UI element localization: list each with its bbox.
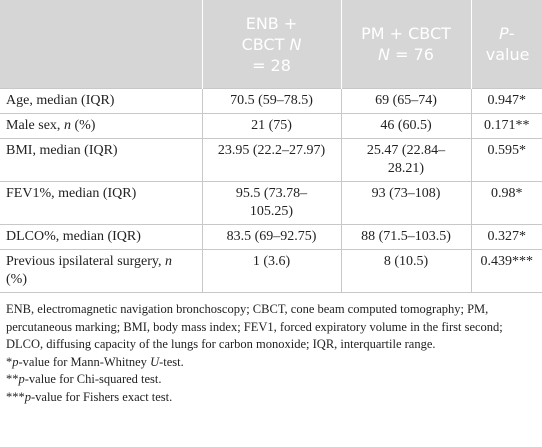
italic-run: n [63, 118, 71, 133]
header-text: PM + CBCT N = 76 [358, 23, 454, 65]
column-header: PM + CBCT N = 76 [340, 0, 471, 89]
cell: 69 (65–74) [340, 88, 472, 114]
footnote: ENB, electromagnetic navigation bronchos… [6, 302, 503, 351]
text-run: ENB + CBCT [241, 13, 298, 54]
cell: 93 (73–108) [340, 181, 472, 225]
row-label: Previous ipsilateral surgery, n (%) [0, 249, 203, 293]
cell-text: BMI, median (IQR) [6, 143, 118, 158]
footnote: *p-value for Mann-Whitney U-test. [6, 354, 536, 372]
cell-text: Previous ipsilateral surgery, n (%) [6, 253, 196, 289]
italic-run: p [18, 372, 25, 386]
text-run: Male sex, [6, 118, 64, 133]
cell-text: 1 (3.6) [252, 254, 291, 269]
text-run: ** [6, 372, 19, 386]
cell: 95.5 (73.78–105.25) [201, 181, 342, 225]
italic-run: p [12, 354, 19, 369]
table-row: DLCO%, median (IQR) 83.5 (69–92.75) 88 (71… [0, 224, 542, 250]
table-row: FEV1%, median (IQR) 95.5 (73.78–105.25) 93… [0, 181, 542, 225]
cell: 0.947* [470, 88, 542, 114]
cell-text: 21 (75) [251, 118, 292, 133]
cell-text: FEV1%, median (IQR) [6, 186, 137, 201]
cell: 23.95 (22.2–27.97) [201, 138, 342, 182]
italic-run: P [499, 24, 509, 43]
cell-text: 0.439*** [480, 254, 534, 269]
cell-text: 23.95 (22.2–27.97) [217, 143, 326, 158]
row-label: Age, median (IQR) [0, 88, 203, 114]
cell-text: 95.5 (73.78–105.25) [235, 186, 308, 219]
footnotes: ENB, electromagnetic navigation bronchos… [0, 293, 542, 406]
text-run: -value for Chi-squared test. [24, 372, 162, 386]
cell-text: 0.171** [484, 118, 530, 133]
cell-text: 46 (60.5) [380, 118, 432, 133]
cell-text: Male sex, n (%) [6, 117, 196, 135]
cell-text: 0.947* [487, 93, 527, 108]
cell-text: 25.47 (22.84–28.21) [366, 143, 446, 176]
cell: 46 (60.5) [340, 113, 472, 139]
text-run: -value for Fishers exact test. [31, 389, 173, 404]
row-label: DLCO%, median (IQR) [0, 224, 203, 250]
cell: 0.327* [470, 224, 542, 250]
cell-text: DLCO%, median (IQR) [6, 229, 141, 244]
header-text: ENB + CBCT N = 28 [241, 13, 303, 76]
row-label: Male sex, n (%) [0, 113, 203, 139]
column-header: ENB + CBCT N = 28 [201, 0, 341, 89]
table-row: Previous ipsilateral surgery, n (%) 1 (3.… [0, 249, 542, 293]
text-run: -value [485, 24, 530, 64]
cell-text: Age, median (IQR) [6, 93, 115, 108]
row-label: FEV1%, median (IQR) [0, 181, 203, 225]
cell-text: 83.5 (69–92.75) [226, 229, 317, 244]
text-run: Previous ipsilateral surgery, [6, 254, 166, 269]
footnote: **p-value for Chi-squared test. [6, 371, 536, 389]
text-run: PM + CBCT [361, 24, 451, 43]
cell-text: 70.5 (59–78.5) [230, 93, 313, 108]
italic-run: n [165, 254, 173, 269]
italic-run: N [289, 34, 302, 54]
table-row: Male sex, n (%) 21 (75) 46 (60.5) 0.171** [0, 113, 542, 139]
text-run: * [6, 354, 13, 369]
cell-text: 0.327* [487, 229, 527, 244]
text-run: = 76 [390, 45, 434, 64]
italic-run: N [378, 45, 391, 64]
footnote: ***p-value for Fishers exact test. [6, 389, 536, 407]
cell-text: 0.98* [491, 186, 523, 201]
text-run: *** [6, 389, 25, 404]
cell-text: 8 (10.5) [383, 254, 429, 269]
cell: 25.47 (22.84–28.21) [340, 138, 472, 182]
cell: 83.5 (69–92.75) [201, 224, 342, 250]
cell: 0.98* [470, 181, 542, 225]
header-text: P-value [485, 23, 530, 65]
cell: 0.171** [470, 113, 542, 139]
cell: 70.5 (59–78.5) [201, 88, 342, 114]
text-run: (%) [70, 118, 96, 133]
cell-text: 88 (71.5–103.5) [361, 229, 451, 244]
header-row: ENB + CBCT N = 28 PM + CBCT N = 76 P-value [0, 0, 542, 89]
text-run: -test. [159, 354, 184, 369]
italic-run: p [24, 389, 31, 404]
cell-text: 0.595* [487, 143, 527, 158]
table-row: BMI, median (IQR) 23.95 (22.2–27.97) 25.47… [0, 138, 542, 182]
cell-text: 69 (65–74) [375, 93, 437, 108]
cell: 88 (71.5–103.5) [340, 224, 472, 250]
table-row: Age, median (IQR) 70.5 (59–78.5) 69 (65–74… [0, 88, 542, 114]
cell: 21 (75) [201, 113, 342, 139]
cell: 8 (10.5) [340, 249, 472, 293]
text-run: = 28 [252, 55, 291, 75]
cell: 1 (3.6) [201, 249, 342, 293]
data-table: ENB + CBCT N = 28 PM + CBCT N = 76 P-value… [0, 0, 542, 293]
cell: 0.439*** [470, 249, 542, 293]
row-label: BMI, median (IQR) [0, 138, 203, 182]
header-cell [0, 0, 202, 89]
text-run: (%) [6, 272, 27, 287]
italic-run: U [150, 354, 160, 369]
cell-text: 93 (73–108) [371, 186, 441, 201]
cell: 0.595* [470, 138, 542, 182]
table-body: Age, median (IQR) 70.5 (59–78.5) 69 (65–74… [0, 88, 542, 293]
column-header: P-value [470, 0, 542, 89]
text-run: -value for Mann-Whitney [18, 354, 151, 369]
